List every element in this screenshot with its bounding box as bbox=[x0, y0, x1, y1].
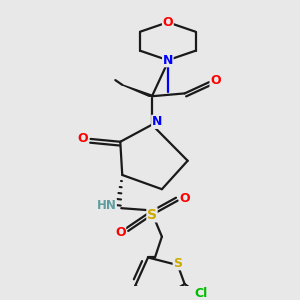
Text: O: O bbox=[77, 132, 88, 146]
Text: S: S bbox=[173, 257, 182, 270]
Text: O: O bbox=[163, 16, 173, 29]
Text: O: O bbox=[179, 192, 190, 205]
Text: HN: HN bbox=[97, 199, 116, 212]
Text: Cl: Cl bbox=[194, 287, 207, 300]
Text: S: S bbox=[147, 208, 157, 222]
Polygon shape bbox=[122, 85, 155, 96]
Text: O: O bbox=[210, 74, 221, 87]
Text: N: N bbox=[163, 54, 173, 67]
Text: N: N bbox=[152, 116, 162, 128]
Text: O: O bbox=[115, 226, 126, 239]
